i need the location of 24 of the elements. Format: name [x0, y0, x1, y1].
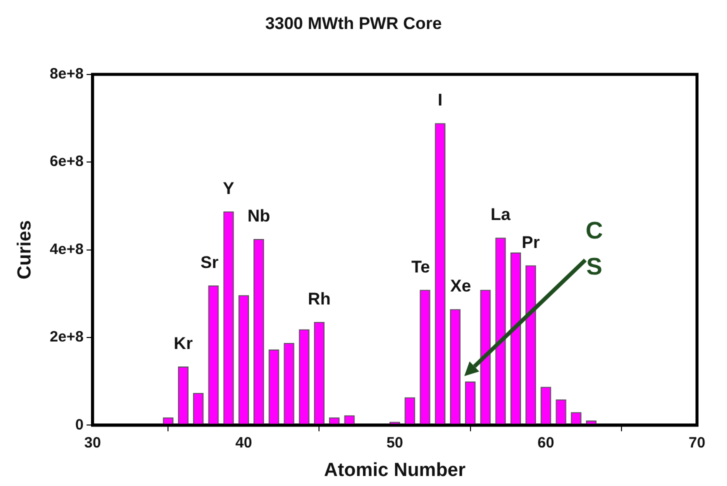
x-tick-label: 40: [235, 434, 252, 452]
annotation: Pr: [522, 232, 540, 252]
annotation: Kr: [174, 334, 194, 354]
annotation: Xe: [450, 276, 472, 296]
x-tick-label: 30: [84, 434, 101, 452]
x-axis-title: Atomic Number: [324, 460, 466, 481]
y-tick-label: 8e+8: [50, 66, 84, 83]
annotation: C S: [586, 218, 603, 281]
annotation: Rh: [308, 289, 331, 308]
chart-title: 3300 MWth PWR Core: [265, 14, 442, 33]
x-tick-label: 50: [386, 434, 404, 452]
y-tick-label: 0: [75, 416, 84, 434]
y-axis-title: Curies: [14, 220, 36, 280]
annotation: I: [438, 90, 442, 110]
annotation: Te: [411, 257, 430, 276]
x-tick-label: 70: [688, 434, 706, 452]
y-tick-label: 4e+8: [50, 240, 84, 258]
annotation: La: [490, 205, 512, 224]
x-tick-label: 60: [538, 434, 554, 452]
annotation: Y: [222, 178, 235, 198]
y-tick-label: 6e+8: [50, 153, 84, 170]
annotation: Nb: [247, 206, 270, 226]
annotation: Sr: [200, 252, 219, 272]
y-tick-label: 2e+8: [50, 328, 84, 346]
